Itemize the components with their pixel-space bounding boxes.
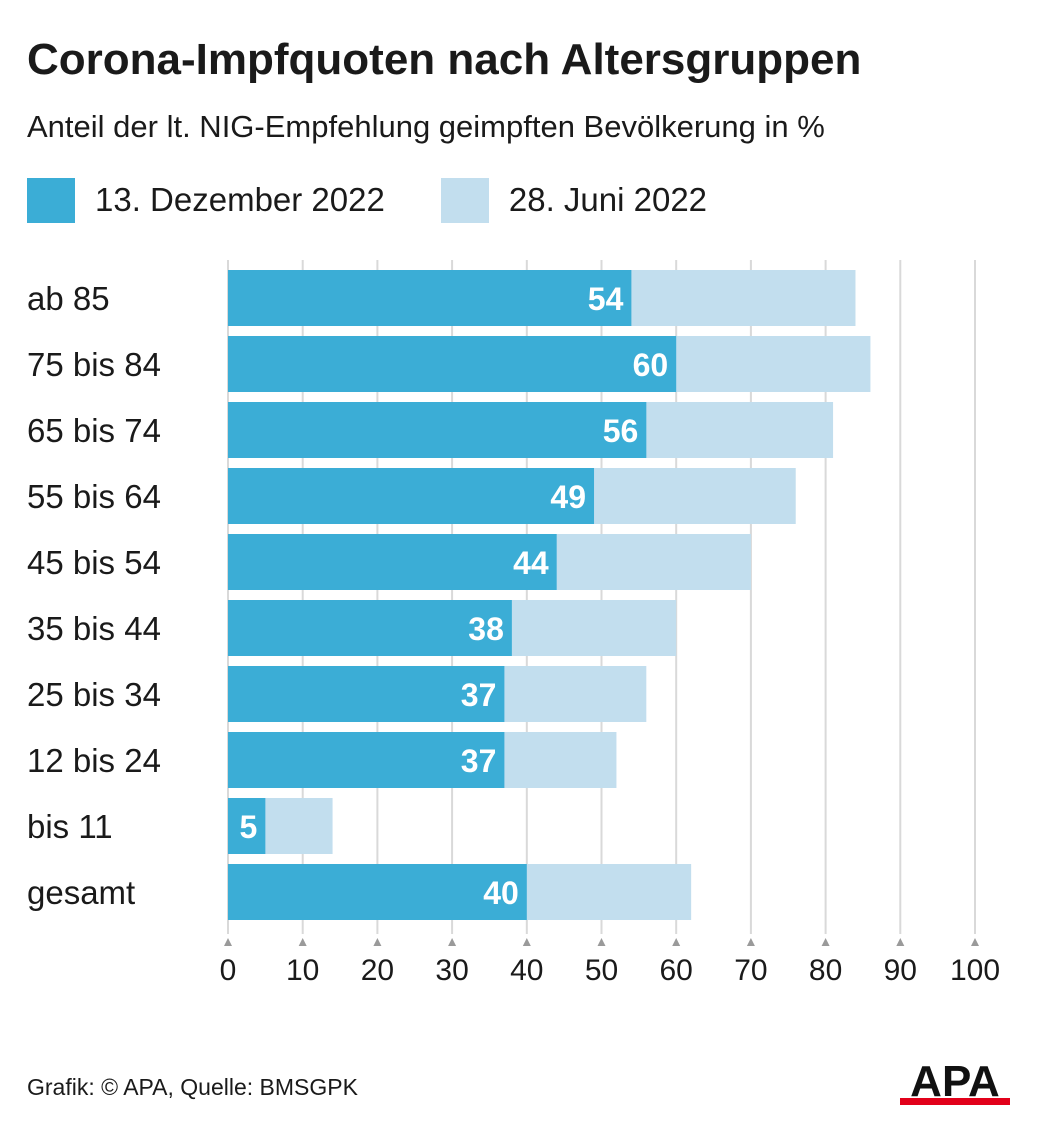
legend-item-jun: 28. Juni 2022 xyxy=(440,177,708,223)
data-label: 54 xyxy=(588,281,624,317)
x-tick-label: 100 xyxy=(950,954,1000,987)
bar-dec xyxy=(228,270,632,326)
category-label: 12 bis 24 xyxy=(27,742,161,779)
category-label: 25 bis 34 xyxy=(27,676,161,713)
bar-dec xyxy=(228,798,266,854)
data-label: 5 xyxy=(240,809,258,845)
category-label: gesamt xyxy=(27,874,135,911)
bar-dec xyxy=(228,666,505,722)
legend: 13. Dezember 2022 28. Juni 2022 xyxy=(27,177,763,223)
x-tick-label: 70 xyxy=(734,954,767,987)
data-label: 44 xyxy=(513,545,549,581)
axis-tick-marker xyxy=(373,938,382,946)
axis-tick-marker xyxy=(821,938,830,946)
x-tick-label: 80 xyxy=(809,954,842,987)
category-label: ab 85 xyxy=(27,280,110,317)
category-label: 55 bis 64 xyxy=(27,478,161,515)
category-label: 45 bis 54 xyxy=(27,544,161,581)
axis-tick-marker xyxy=(597,938,606,946)
x-tick-label: 90 xyxy=(884,954,917,987)
bar-dec xyxy=(228,534,557,590)
x-tick-label: 20 xyxy=(361,954,394,987)
axis-tick-marker xyxy=(896,938,905,946)
bar-dec xyxy=(228,468,595,524)
bar-dec xyxy=(228,732,505,788)
x-tick-label: 50 xyxy=(585,954,618,987)
axis-tick-marker xyxy=(746,938,755,946)
x-tick-label: 10 xyxy=(286,954,319,987)
category-label: 65 bis 74 xyxy=(27,412,161,449)
bar-dec xyxy=(228,600,512,656)
chart-subtitle: Anteil der lt. NIG-Empfehlung geimpften … xyxy=(27,109,825,144)
axis-tick-marker xyxy=(448,938,457,946)
x-tick-label: 30 xyxy=(435,954,468,987)
axis-tick-marker xyxy=(522,938,531,946)
apa-logo-bar xyxy=(900,1098,1010,1105)
bar-chart: 54 ab 85 60 75 bis 84 56 65 bis 74 49 55 bis 64… xyxy=(27,260,1000,987)
legend-item-dec: 13. Dezember 2022 xyxy=(27,177,385,223)
data-label: 37 xyxy=(461,677,497,713)
x-tick-label: 0 xyxy=(220,954,237,987)
legend-swatch-dec xyxy=(27,177,75,223)
apa-logo: APA xyxy=(900,1060,1010,1106)
data-label: 40 xyxy=(483,875,519,911)
x-tick-label: 60 xyxy=(660,954,693,987)
bar-dec xyxy=(228,402,647,458)
legend-label-jun: 28. Juni 2022 xyxy=(508,181,708,218)
legend-label-dec: 13. Dezember 2022 xyxy=(95,181,385,218)
category-label: 35 bis 44 xyxy=(27,610,161,647)
x-tick-label: 40 xyxy=(510,954,543,987)
axis-tick-marker xyxy=(971,938,979,946)
category-label: bis 11 xyxy=(27,808,113,845)
data-label: 38 xyxy=(468,611,504,647)
category-label: 75 bis 84 xyxy=(27,346,161,383)
axis-tick-marker xyxy=(672,938,681,946)
data-label: 60 xyxy=(633,347,669,383)
bar-dec xyxy=(228,336,677,392)
source-credit: Grafik: © APA, Quelle: BMSGPK xyxy=(27,1074,358,1100)
legend-swatch-jun xyxy=(440,177,489,223)
data-label: 56 xyxy=(603,413,639,449)
axis-tick-marker xyxy=(298,938,307,946)
data-label: 37 xyxy=(461,743,497,779)
data-label: 49 xyxy=(550,479,586,515)
axis-tick-marker xyxy=(224,938,232,946)
chart-title: Corona-Impfquoten nach Altersgruppen xyxy=(27,35,862,84)
bar-dec xyxy=(228,864,527,920)
